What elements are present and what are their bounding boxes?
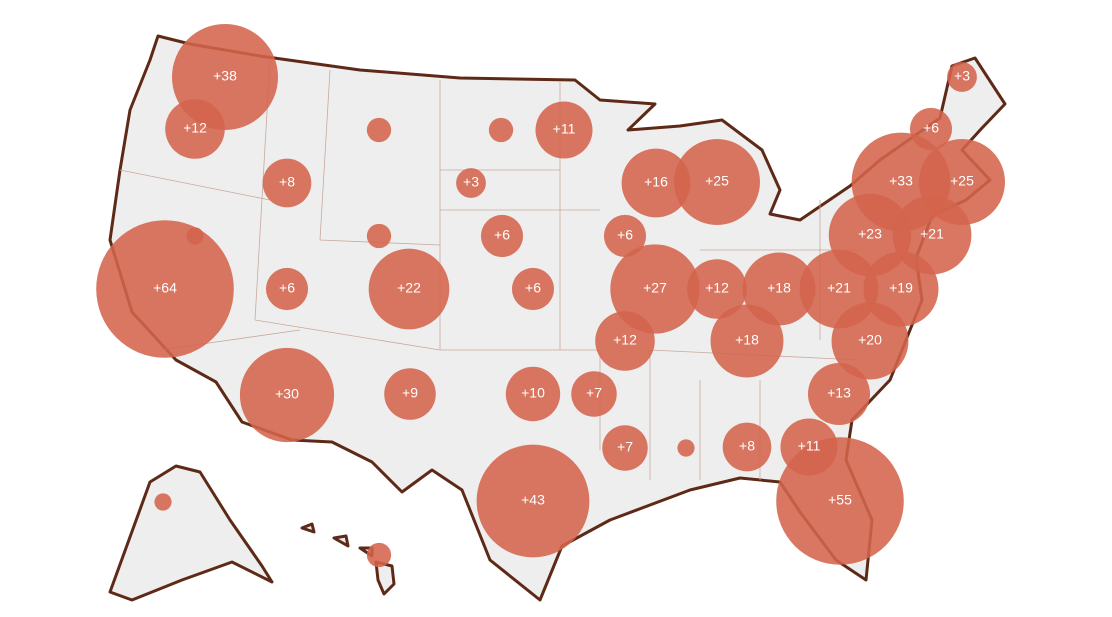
bubble <box>776 437 904 565</box>
bubble-label: +8 <box>279 174 295 190</box>
bubble-label: +6 <box>494 227 510 243</box>
bubble <box>165 99 225 159</box>
bubble-label: +18 <box>735 332 759 348</box>
bubble-label: +23 <box>858 226 882 242</box>
bubble-label: +55 <box>828 492 852 508</box>
bubble <box>366 117 392 143</box>
bubble-label: +12 <box>705 280 729 296</box>
bubble <box>384 368 436 420</box>
bubble-label: +16 <box>644 174 668 190</box>
bubble-label: +7 <box>586 385 602 401</box>
bubble <box>595 311 655 371</box>
bubble <box>476 444 590 558</box>
bubble-label: +30 <box>275 386 299 402</box>
bubble-label: +13 <box>827 385 851 401</box>
bubble <box>602 425 648 471</box>
bubble-label: +6 <box>923 120 939 136</box>
bubble-label: +12 <box>613 332 637 348</box>
bubble-label: +21 <box>827 280 851 296</box>
bubble <box>505 366 561 422</box>
bubble <box>603 214 647 258</box>
bubble <box>186 227 204 245</box>
bubble <box>909 107 953 151</box>
bubble-label: +8 <box>739 438 755 454</box>
bubble <box>571 371 617 417</box>
base-map <box>108 34 1007 602</box>
bubble <box>265 267 309 311</box>
bubble-label: +25 <box>950 173 974 189</box>
bubble <box>851 132 951 232</box>
bubble <box>511 267 555 311</box>
bubble <box>610 244 700 334</box>
bubble <box>262 158 312 208</box>
bubble-label: +9 <box>402 385 418 401</box>
bubble <box>96 220 234 358</box>
bubble-label: +64 <box>153 280 177 296</box>
bubble-label: +19 <box>889 280 913 296</box>
hawaii <box>300 522 396 596</box>
bubble-label: +6 <box>525 280 541 296</box>
bubble-label: +18 <box>767 280 791 296</box>
bubble <box>366 542 392 568</box>
bubble <box>366 223 392 249</box>
bubble-label: +20 <box>858 332 882 348</box>
bubble <box>239 347 335 443</box>
bubble-label: +38 <box>213 68 237 84</box>
bubble <box>722 422 772 472</box>
bubble-label: +25 <box>705 173 729 189</box>
bubble <box>480 214 524 258</box>
bubble-label: +11 <box>553 121 576 137</box>
bubble <box>710 304 784 378</box>
bubble-label: +6 <box>617 227 633 243</box>
bubble <box>947 62 977 92</box>
bubble-label: +43 <box>521 492 545 508</box>
bubble-label: +7 <box>617 439 633 455</box>
bubble <box>807 362 871 426</box>
bubble <box>154 493 172 511</box>
bubble-label: +27 <box>643 280 667 296</box>
bubble <box>687 259 747 319</box>
bubble <box>535 101 593 159</box>
bubble-label: +6 <box>279 280 295 296</box>
bubble <box>456 168 486 198</box>
bubble-label: +12 <box>183 120 207 136</box>
bubble <box>919 139 1005 225</box>
bubble <box>674 139 760 225</box>
bubble <box>368 248 450 330</box>
bubble-label: +21 <box>920 226 944 242</box>
bubble-label: +3 <box>954 68 970 84</box>
bubble-label: +22 <box>397 280 421 296</box>
bubble-label: +10 <box>521 385 545 401</box>
bubble <box>621 148 691 218</box>
bubble-label: +33 <box>889 173 913 189</box>
bubble <box>677 439 695 457</box>
bubble <box>488 117 514 143</box>
alaska <box>108 464 274 602</box>
bubble-label: +3 <box>463 174 479 190</box>
bubble-label: +11 <box>798 438 821 454</box>
